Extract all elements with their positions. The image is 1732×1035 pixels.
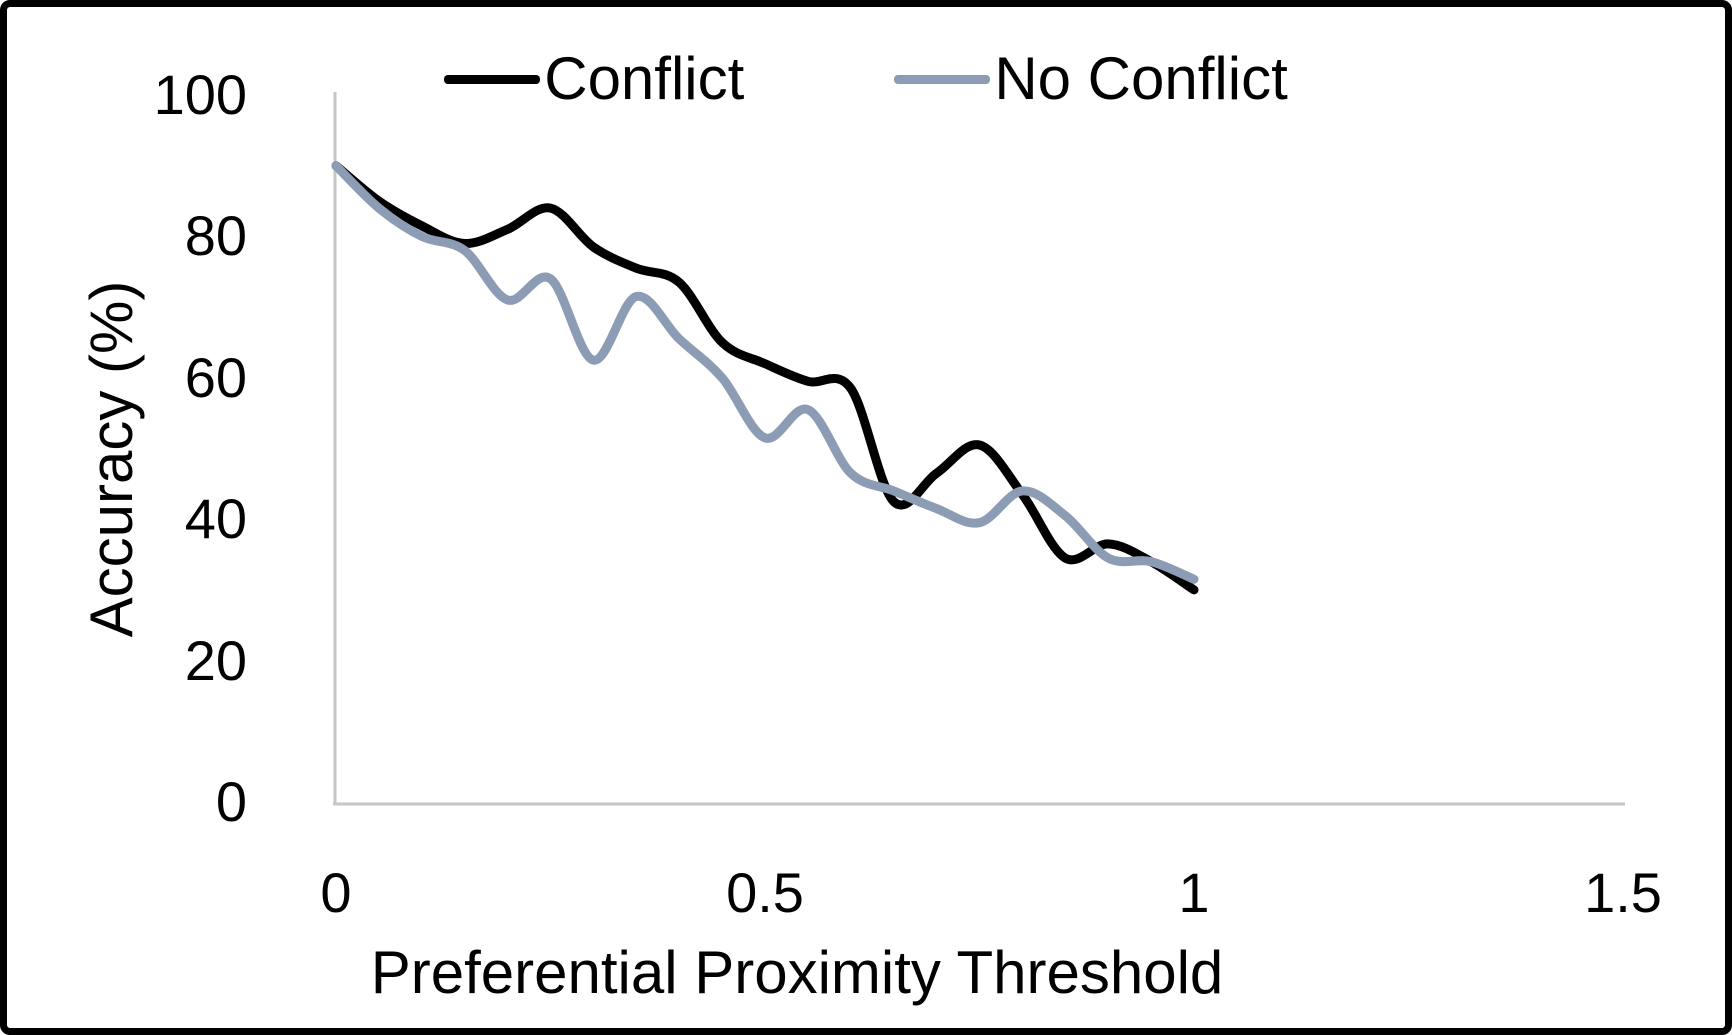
no-conflict-line [331,161,1199,584]
y-tick-label: 20 [184,628,247,692]
plot-area [331,92,1625,806]
y-tick-label: 0 [215,770,247,833]
y-tick-label: 40 [184,487,247,551]
x-tick-label: 0 [320,861,352,924]
x-tick-label: 1 [1178,861,1210,924]
x-tick-label: 1.5 [1584,861,1662,924]
y-axis-title: Accuracy (%) [78,280,145,638]
x-tick-label: 0.5 [726,861,804,924]
y-tick-label: 60 [184,345,247,409]
x-axis-title: Preferential Proximity Threshold [370,939,1224,1006]
conflict-line [331,161,1199,595]
y-tick-label: 80 [184,204,247,268]
y-tick-label: 100 [153,63,247,126]
